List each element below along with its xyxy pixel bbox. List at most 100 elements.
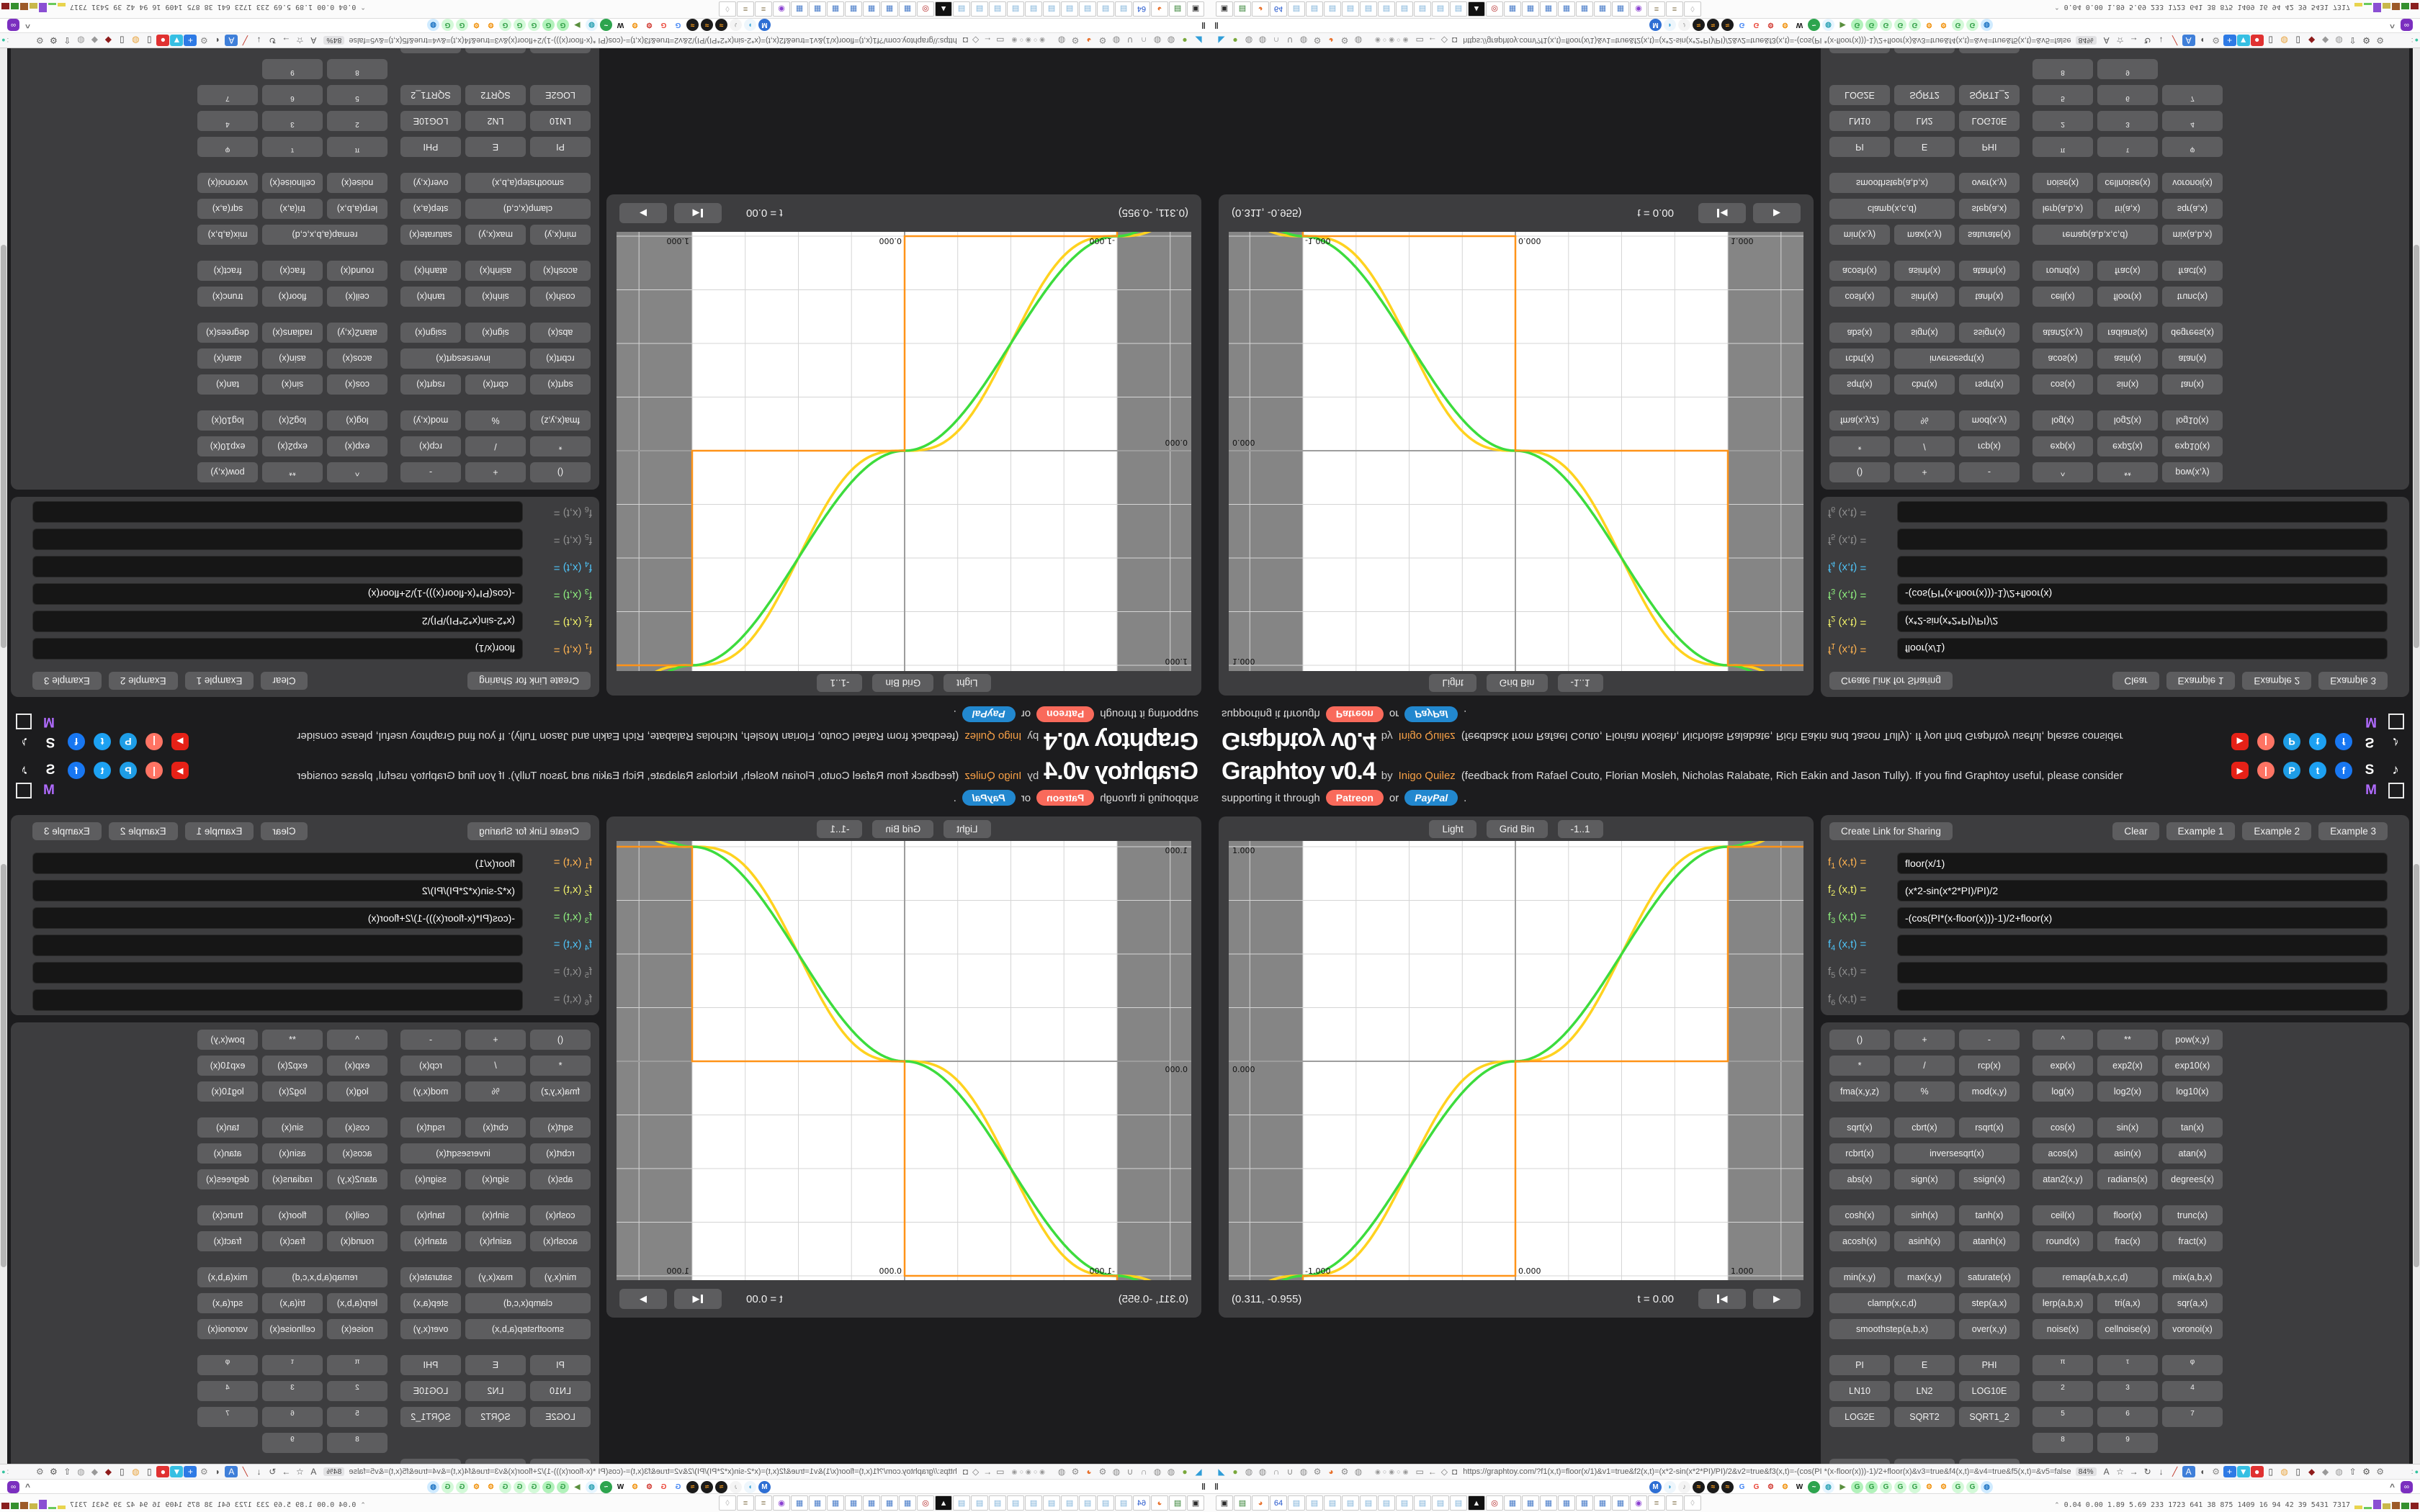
compass-icon[interactable]: ▶ [1837, 1480, 1849, 1493]
function-button[interactable]: rcbrt(x) [1829, 348, 1890, 369]
function-button[interactable] [530, 1459, 591, 1464]
youtube[interactable]: ▶ [2231, 762, 2249, 779]
g-green-icon[interactable]: G [1851, 1480, 1863, 1493]
function-button[interactable]: acosh(x) [530, 261, 591, 281]
function-button[interactable]: asin(x) [262, 1143, 323, 1164]
function-button[interactable]: exp10(x) [2162, 436, 2223, 456]
formula-input[interactable] [32, 935, 523, 956]
function-button[interactable]: floor(x) [262, 287, 323, 307]
function-button[interactable] [400, 48, 461, 53]
notepad-app-icon[interactable]: ▤ [1414, 1, 1431, 17]
plot-canvas[interactable]: 1.000 0.000 -1.000 0.000 1.000 [1229, 232, 1803, 671]
monitor-app-icon[interactable]: ▣ [1187, 1495, 1204, 1511]
function-button[interactable]: sign(x) [465, 1169, 526, 1189]
function-button[interactable]: LOG10E [400, 1381, 461, 1401]
vpn-shield-icon[interactable]: ▼ [2236, 35, 2250, 46]
trash-icon[interactable]: ▯ [2295, 1467, 2300, 1477]
formula-input[interactable]: floor(x/1) [1897, 638, 2388, 660]
highlighter-icon[interactable]: ╱ [2172, 1467, 2178, 1477]
bookmark-star-icon[interactable]: ☆ [2116, 1467, 2125, 1477]
globe-blue-icon[interactable]: ◍ [1981, 19, 1993, 32]
time-play-button[interactable]: ▶ [1753, 1289, 1801, 1309]
function-button[interactable]: ceil(x) [327, 287, 387, 307]
calculator-app-icon[interactable]: ▦ [1504, 1, 1521, 17]
function-button[interactable]: atanh(x) [1959, 261, 2020, 281]
function-button[interactable]: remap(a,b,x,c,d) [262, 225, 387, 245]
function-button[interactable]: step(a,x) [1959, 199, 2020, 219]
function-button[interactable]: LOG10E [1959, 111, 2020, 131]
settings-gear-icon[interactable]: ⚙ [35, 1467, 44, 1477]
notepad-app-icon[interactable]: ▤ [1450, 1, 1467, 17]
bookmark-star-icon[interactable]: ☆ [295, 1467, 304, 1477]
share-icon[interactable]: ⇧ [2349, 1467, 2357, 1477]
blocker-icon[interactable]: ● [156, 1466, 170, 1477]
function-button[interactable]: radians(x) [2097, 323, 2158, 343]
function-button[interactable]: LN10 [1829, 111, 1890, 131]
theme-toggle-button[interactable]: Light [944, 674, 991, 692]
function-button[interactable]: () [530, 462, 591, 482]
calculator-app-icon[interactable]: ▦ [1558, 1, 1575, 17]
calculator-app-icon[interactable]: ▦ [1576, 1, 1593, 17]
globe-icon[interactable]: ◍ [1245, 35, 1253, 45]
shadertoy[interactable]: S [45, 734, 55, 750]
calculator-app-icon[interactable]: ▦ [881, 1495, 898, 1511]
notepad-app-icon[interactable]: ▤ [1432, 1495, 1449, 1511]
globe-icon[interactable]: ◍ [1354, 1467, 1363, 1477]
notepad-app-icon[interactable]: ▤ [1007, 1495, 1024, 1511]
grid-mode-button[interactable]: Grid Bin [872, 674, 934, 692]
function-button[interactable]: smoothstep(a,b,x) [465, 1319, 591, 1339]
g-green-icon[interactable]: G [1909, 19, 1921, 32]
function-button[interactable]: τ [2097, 1355, 2158, 1375]
function-button[interactable]: 7 [197, 1407, 258, 1427]
drop-icon[interactable]: ◗ [1664, 19, 1676, 32]
google-icon[interactable]: G [672, 1480, 684, 1493]
function-button[interactable]: 2 [327, 111, 387, 131]
function-button[interactable]: acos(x) [2033, 348, 2093, 369]
range-button[interactable]: -1..1 [817, 820, 863, 838]
globe-icon[interactable]: ◍ [1167, 1467, 1175, 1477]
function-button[interactable]: φ [2162, 137, 2223, 157]
owl-app-icon[interactable]: ◉ [773, 1, 790, 17]
function-button[interactable]: LN2 [465, 1381, 526, 1401]
function-button[interactable]: cos(x) [2033, 374, 2093, 395]
google-icon[interactable]: G [1736, 1480, 1748, 1493]
add-icon[interactable]: + [184, 35, 197, 46]
function-button[interactable]: abs(x) [530, 1169, 591, 1189]
mastodon[interactable]: M [2365, 714, 2377, 729]
firefox-icon[interactable]: ◕ [1086, 1467, 1092, 1477]
notepad-app-icon[interactable]: ▤ [1025, 1495, 1042, 1511]
wave-icon[interactable]: ≈ [1707, 1480, 1719, 1493]
scroll-app-icon[interactable]: ≡ [755, 1, 772, 17]
gear-icon[interactable]: ⚙ [200, 1467, 208, 1477]
function-button[interactable]: PHI [400, 137, 461, 157]
function-button[interactable]: tan(x) [2162, 1117, 2223, 1138]
function-button[interactable]: abs(x) [530, 323, 591, 343]
globe-teal-icon[interactable]: ◍ [586, 1480, 598, 1493]
function-button[interactable]: 4 [197, 1381, 258, 1401]
gear-icon[interactable]: ⚙ [1340, 1467, 1349, 1477]
function-button[interactable]: atan2(x,y) [2033, 1169, 2093, 1189]
reader-mode-icon[interactable]: A [310, 35, 317, 45]
page-scrollbar[interactable] [0, 756, 7, 1464]
drop-icon[interactable]: ◗ [744, 19, 756, 32]
patreon-button[interactable]: Patreon [1036, 706, 1095, 722]
function-button[interactable]: mod(x,y) [1959, 1081, 2020, 1102]
firefox-icon[interactable]: ◕ [1086, 35, 1092, 45]
share-icon[interactable]: ⇧ [63, 1467, 71, 1477]
gear-site-icon[interactable]: ⚙ [1923, 19, 1935, 32]
audio-icon[interactable]: ♪ [730, 1480, 742, 1493]
function-button[interactable]: inversesqrt(x) [1894, 348, 2020, 369]
blocker-icon[interactable]: ● [156, 35, 170, 46]
notepad-app-icon[interactable]: ▤ [1288, 1, 1305, 17]
share-icon[interactable]: ⇧ [2349, 35, 2357, 45]
shield-gray-icon[interactable]: ◆ [91, 1467, 98, 1477]
globe-teal-icon[interactable]: ◍ [586, 19, 598, 32]
function-button[interactable]: % [465, 1081, 526, 1102]
notepad-app-icon[interactable]: ▤ [1115, 1, 1132, 17]
wave-icon[interactable]: ≈ [715, 19, 727, 32]
youtube[interactable]: ▶ [171, 733, 189, 750]
function-button[interactable]: tri(a,x) [262, 1293, 323, 1313]
function-button[interactable]: smoothstep(a,b,x) [1829, 1319, 1955, 1339]
paypal-button[interactable]: PayPal [1404, 706, 1458, 722]
function-button[interactable]: sinh(x) [1894, 287, 1955, 307]
